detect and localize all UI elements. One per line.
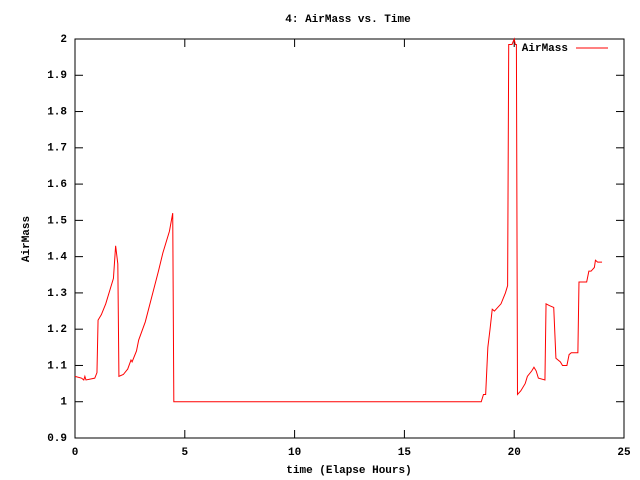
y-tick-label: 1	[60, 397, 67, 409]
x-tick-label: 5	[181, 447, 188, 459]
x-tick-label: 15	[398, 447, 412, 459]
x-tick-label: 10	[288, 447, 301, 459]
plot-border	[74, 38, 625, 439]
y-tick-label: 1.5	[47, 215, 67, 227]
chart-title: 4: AirMass vs. Time	[285, 14, 411, 26]
data-line	[74, 37, 603, 403]
y-axis-label: AirMass	[21, 216, 33, 262]
y-tick-label: 1.4	[47, 252, 67, 264]
y-tick-label: 1.6	[47, 179, 67, 191]
legend-label: AirMass	[522, 43, 568, 55]
y-tick-label: 0.9	[47, 433, 67, 445]
x-tick-label: 20	[508, 447, 521, 459]
y-tick-label: 1.1	[47, 360, 67, 372]
x-axis-label: time (Elapse Hours)	[286, 465, 411, 477]
y-tick-label: 1.9	[47, 70, 67, 82]
y-tick-label: 1.3	[47, 288, 67, 300]
y-tick-label: 1.2	[47, 324, 67, 336]
y-tick-label: 1.8	[47, 106, 67, 118]
y-tick-label: 2	[60, 34, 67, 46]
x-tick-label: 0	[72, 447, 79, 459]
y-tick-label: 1.7	[47, 143, 67, 155]
x-tick-label: 25	[617, 447, 631, 459]
